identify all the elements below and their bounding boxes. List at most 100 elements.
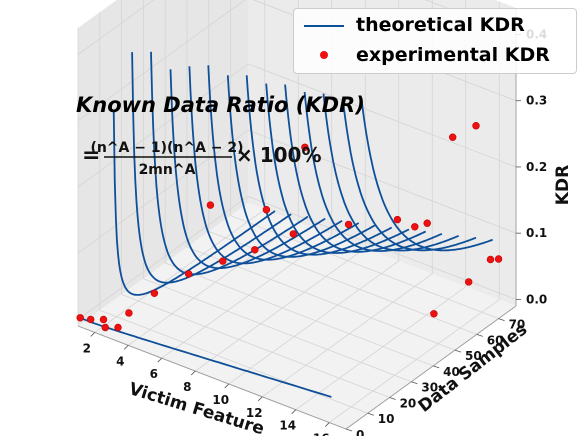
grid-floor-y [121, 294, 390, 398]
theoretical-curve [342, 100, 477, 252]
kdr-title-annotation: Known Data Ratio (KDR) [76, 93, 365, 117]
experimental-point [486, 255, 495, 264]
x-tick-label: 16 [313, 432, 330, 436]
formula-numerator: (n^A − 1)(n^A − 2) [90, 140, 243, 156]
x-tick-mark [257, 396, 263, 402]
experimental-point [465, 278, 473, 286]
legend-label-theoretical: theoretical KDR [356, 14, 525, 36]
experimental-point [101, 323, 110, 332]
theoretical-curve [265, 83, 410, 254]
grid-floor-x [329, 299, 500, 423]
experimental-point [76, 314, 84, 322]
legend: theoretical KDR experimental KDR [293, 8, 577, 74]
theoretical-curve [361, 102, 494, 252]
z-axis-label: KDR [553, 165, 573, 205]
grid-left-z [77, 196, 249, 320]
experimental-point [494, 255, 503, 263]
theoretical-curve [226, 75, 376, 258]
theoretical-curve [322, 93, 460, 252]
y-axis-edge [345, 305, 517, 430]
grid-floor-x [128, 221, 299, 346]
z-tick-label: 0.0 [526, 292, 547, 306]
legend-item-experimental: experimental KDR [294, 41, 576, 71]
x-tick-label: 12 [246, 406, 263, 420]
y-tick-mark [454, 349, 462, 353]
experimental-point [423, 219, 431, 227]
axes-panes [78, 0, 516, 429]
y-tick-label: 30 [421, 381, 438, 395]
x-tick-mark [224, 383, 230, 389]
experimental-point [344, 220, 353, 229]
formula-equals: = [82, 143, 100, 168]
theoretical-curves [79, 51, 494, 398]
experimental-point [430, 310, 438, 318]
y-tick-mark [498, 318, 505, 321]
experimental-point [114, 323, 122, 332]
y-tick-label: 70 [509, 318, 526, 332]
grid-floor-x [195, 247, 366, 372]
legend-dot-swatch [320, 51, 328, 59]
grid-back-z [247, 63, 517, 168]
experimental-point [411, 223, 419, 231]
legend-line-swatch [304, 25, 344, 27]
experimental-point [125, 309, 133, 317]
y-tick-mark [476, 334, 483, 337]
y-tick-mark [411, 381, 418, 385]
x-tick-mark [123, 345, 129, 350]
experimental-point [251, 246, 259, 254]
floor-pane [78, 203, 516, 429]
experimental-point [449, 133, 457, 141]
y-tick-label: 10 [378, 412, 395, 426]
y-tick-mark [345, 428, 353, 432]
experimental-point [184, 270, 193, 278]
theoretical-curve [207, 65, 360, 261]
x-axis-edge [77, 325, 347, 430]
x-tick-mark [190, 370, 196, 376]
experimental-point [472, 121, 480, 130]
z-tick-label: 0.3 [526, 94, 547, 108]
experimental-point [206, 201, 215, 209]
grid-floor-y [186, 246, 456, 351]
experimental-point [289, 230, 297, 238]
legend-label-experimental: experimental KDR [356, 44, 550, 66]
theoretical-curve [284, 84, 427, 253]
x-tick-label: 2 [83, 341, 91, 355]
theoretical-curve [303, 91, 443, 252]
z-tick-label: 0.2 [526, 160, 547, 174]
x-tick-mark [324, 422, 330, 427]
theoretical-curve [112, 109, 276, 296]
y-tick-mark [389, 397, 396, 400]
x-tick-mark [157, 357, 163, 363]
grid-floor-x [295, 286, 466, 411]
legend-item-theoretical: theoretical KDR [294, 11, 576, 41]
formula-denominator: 2mn^A [139, 162, 196, 178]
theoretical-curve [131, 52, 292, 284]
experimental-point [219, 257, 227, 265]
y-tick-label: 40 [443, 365, 460, 379]
experimental-point [393, 215, 402, 224]
x-tick-label: 10 [212, 393, 229, 407]
grid-floor-x [228, 260, 399, 385]
left-pane [78, 0, 248, 326]
grid-floor-y [143, 278, 412, 383]
y-tick-label: 50 [465, 349, 482, 363]
x-tick-label: 4 [116, 354, 124, 368]
axes-grid [77, 0, 517, 430]
grid-left-z [77, 0, 154, 55]
formula-suffix: × 100% [236, 143, 322, 167]
x-tick-mark [90, 332, 96, 337]
experimental-points [76, 121, 503, 332]
experimental-point [86, 315, 95, 324]
theoretical-curve [150, 51, 309, 276]
x-tick-label: 14 [279, 419, 296, 433]
grid-floor-y [165, 262, 434, 367]
y-tick-mark [433, 365, 440, 369]
y-tick-mark [367, 412, 374, 416]
y-tick-label: 60 [487, 333, 504, 347]
y-tick-label: 20 [400, 396, 417, 410]
x-tick-label: 6 [150, 367, 158, 381]
grid-left-z [77, 63, 249, 188]
x-tick-label: 8 [183, 380, 191, 394]
experimental-point [262, 206, 271, 214]
